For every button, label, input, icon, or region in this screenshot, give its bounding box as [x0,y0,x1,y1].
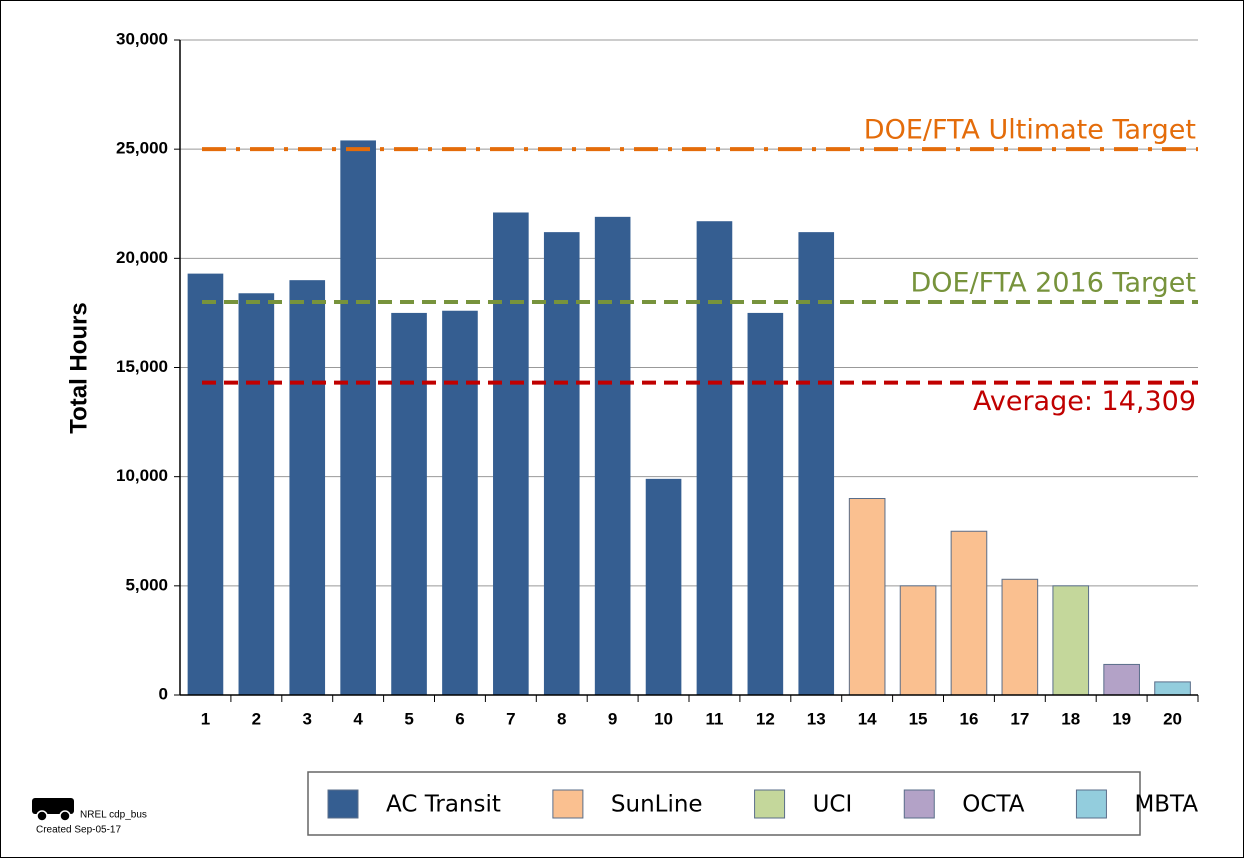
x-tick-label: 18 [1061,709,1080,728]
bar [950,530,988,696]
legend-label: MBTA [1134,792,1198,818]
x-tick-label: 19 [1112,709,1131,728]
bar [1001,578,1039,696]
x-tick-label: 13 [807,709,826,728]
x-tick-label: 14 [858,709,877,728]
bar [442,310,478,695]
bar [238,293,275,695]
x-tick-label: 10 [654,709,673,728]
x-tick-label: 12 [756,709,775,728]
bar [187,273,224,695]
y-tick-label: 25,000 [116,139,168,158]
legend-label: OCTA [962,792,1024,818]
reference-label: Average: 14,309 [973,386,1196,417]
bar [1154,681,1191,696]
legend-label: SunLine [611,792,703,818]
x-tick-label: 1 [201,709,210,728]
bar [798,232,835,695]
x-tick-label: 4 [353,709,363,728]
bar [391,312,427,695]
footnote: Created Sep-05-17 [36,825,121,836]
x-tick-label: 7 [506,709,515,728]
bar [696,221,733,695]
legend-label: AC Transit [386,792,501,818]
x-tick-label: 5 [404,709,413,728]
legend-box [307,771,1141,836]
y-tick-label: 15,000 [116,357,168,376]
y-tick-label: 0 [159,684,168,703]
bar [340,140,376,695]
bar [493,212,529,695]
x-tick-label: 17 [1010,709,1029,728]
y-tick-label: 10,000 [116,466,168,485]
bar [1103,663,1140,696]
x-tick-label: 6 [455,709,464,728]
bus-icon [32,798,74,822]
footnote: NREL cdp_bus [80,810,147,821]
legend-swatch [754,789,786,819]
reference-label: DOE/FTA 2016 Target [910,268,1196,299]
bar [543,232,580,695]
bar [1052,585,1090,696]
x-tick-label: 3 [303,709,312,728]
y-tick-label: 5,000 [125,575,168,594]
x-tick-label: 2 [252,709,261,728]
x-tick-label: 16 [959,709,978,728]
x-tick-label: 20 [1163,709,1182,728]
bar [848,498,886,696]
y-axis-title: Total Hours [65,302,92,434]
bar [594,216,631,695]
legend-swatch [552,789,584,819]
reference-label: DOE/FTA Ultimate Target [864,115,1196,146]
x-tick-label: 15 [909,709,928,728]
legend-swatch [327,789,359,819]
legend-swatch [1075,789,1107,819]
bar [289,280,326,695]
x-tick-label: 11 [705,709,723,728]
x-tick-label: 9 [608,709,617,728]
bar [747,312,784,695]
bar [645,478,682,695]
bar [899,585,937,696]
legend-label: UCI [813,792,853,818]
y-tick-label: 30,000 [116,29,168,48]
x-tick-label: 8 [557,709,566,728]
y-tick-label: 20,000 [116,248,168,267]
legend-swatch [903,789,935,819]
